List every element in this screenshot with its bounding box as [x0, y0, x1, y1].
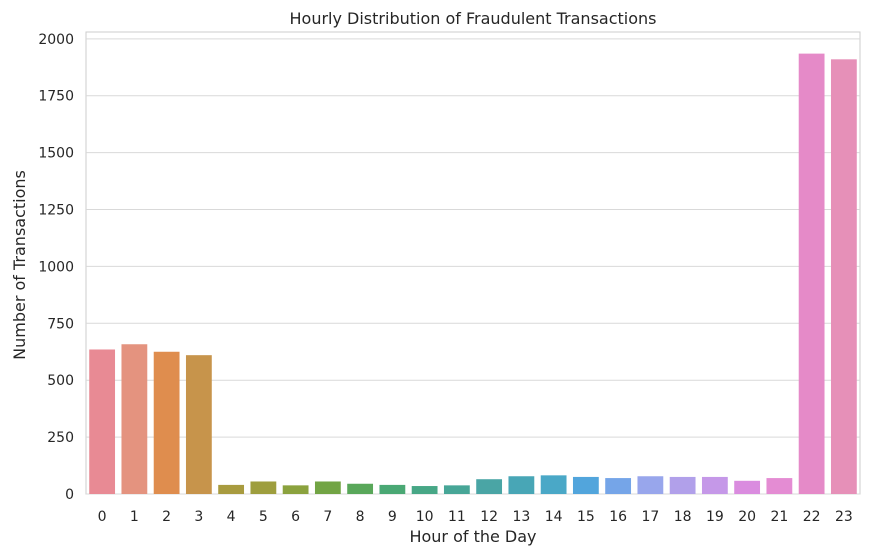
bar-hour-0 [89, 349, 116, 494]
y-tick-label: 250 [47, 430, 74, 446]
bar-hour-15 [572, 476, 599, 494]
x-tick-label: 8 [356, 509, 365, 525]
x-tick-label: 16 [609, 509, 627, 525]
x-tick-label: 0 [98, 509, 107, 525]
x-tick-label: 23 [835, 509, 853, 525]
x-tick-label: 11 [448, 509, 466, 525]
x-tick-label: 1 [130, 509, 139, 525]
bar-hour-20 [734, 480, 761, 494]
bar-hour-19 [701, 476, 728, 494]
x-tick-label: 19 [706, 509, 724, 525]
x-tick-label: 7 [323, 509, 332, 525]
y-tick-label: 1750 [38, 89, 74, 105]
bar-hour-17 [637, 476, 664, 494]
y-tick-label: 750 [47, 316, 74, 332]
bar-hour-10 [411, 486, 438, 494]
x-tick-label: 5 [259, 509, 268, 525]
x-tick-label: 17 [641, 509, 659, 525]
bar-hour-9 [379, 484, 406, 494]
bar-hour-14 [540, 475, 567, 494]
bar-hour-11 [443, 485, 470, 494]
bar-hour-4 [218, 484, 245, 494]
y-tick-label: 0 [65, 487, 74, 503]
y-tick-label: 1250 [38, 203, 74, 219]
x-axis: 0 1 2 3 4 5 6 7 8 9 10 11 12 13 14 15 16 17 18 19 20 21 22 23 [98, 509, 853, 525]
x-tick-label: 3 [194, 509, 203, 525]
x-tick-label: 10 [416, 509, 434, 525]
bar-hour-22 [798, 53, 825, 494]
x-tick-label: 15 [577, 509, 595, 525]
bar-hour-3 [185, 355, 212, 494]
bar-hour-16 [605, 478, 632, 494]
x-tick-label: 6 [291, 509, 300, 525]
grid-layer [86, 38, 860, 495]
bar-hour-6 [282, 485, 309, 494]
y-tick-label: 1000 [38, 259, 74, 275]
bar-hour-7 [314, 481, 341, 494]
chart-title: Hourly Distribution of Fraudulent Transa… [290, 9, 657, 28]
x-tick-label: 13 [512, 509, 530, 525]
x-tick-label: 20 [738, 509, 756, 525]
bar-hour-18 [669, 476, 696, 494]
bar-hour-21 [766, 478, 793, 494]
bar-hour-12 [476, 479, 503, 494]
y-tick-label: 500 [47, 373, 74, 389]
x-tick-label: 14 [545, 509, 563, 525]
bar-hour-1 [121, 344, 148, 494]
x-tick-label: 18 [674, 509, 692, 525]
x-tick-label: 2 [162, 509, 171, 525]
x-tick-label: 4 [227, 509, 236, 525]
x-tick-label: 12 [480, 509, 498, 525]
plot-area [85, 31, 861, 495]
bar-hour-23 [830, 59, 857, 495]
y-tick-label: 2000 [38, 32, 74, 48]
x-tick-label: 9 [388, 509, 397, 525]
bar-hour-8 [347, 483, 374, 494]
bar-hour-5 [250, 481, 277, 494]
y-axis-label: Number of Transactions [10, 170, 29, 360]
bar-hour-13 [508, 476, 535, 494]
x-tick-label: 22 [803, 509, 821, 525]
x-axis-label: Hour of the Day [409, 527, 536, 546]
bar-hour-2 [153, 351, 180, 494]
y-axis: 0 250 500 750 1000 1250 1500 1750 2000 [38, 32, 74, 503]
y-tick-label: 1500 [38, 146, 74, 162]
bar-layer [89, 53, 857, 495]
x-tick-label: 21 [770, 509, 788, 525]
